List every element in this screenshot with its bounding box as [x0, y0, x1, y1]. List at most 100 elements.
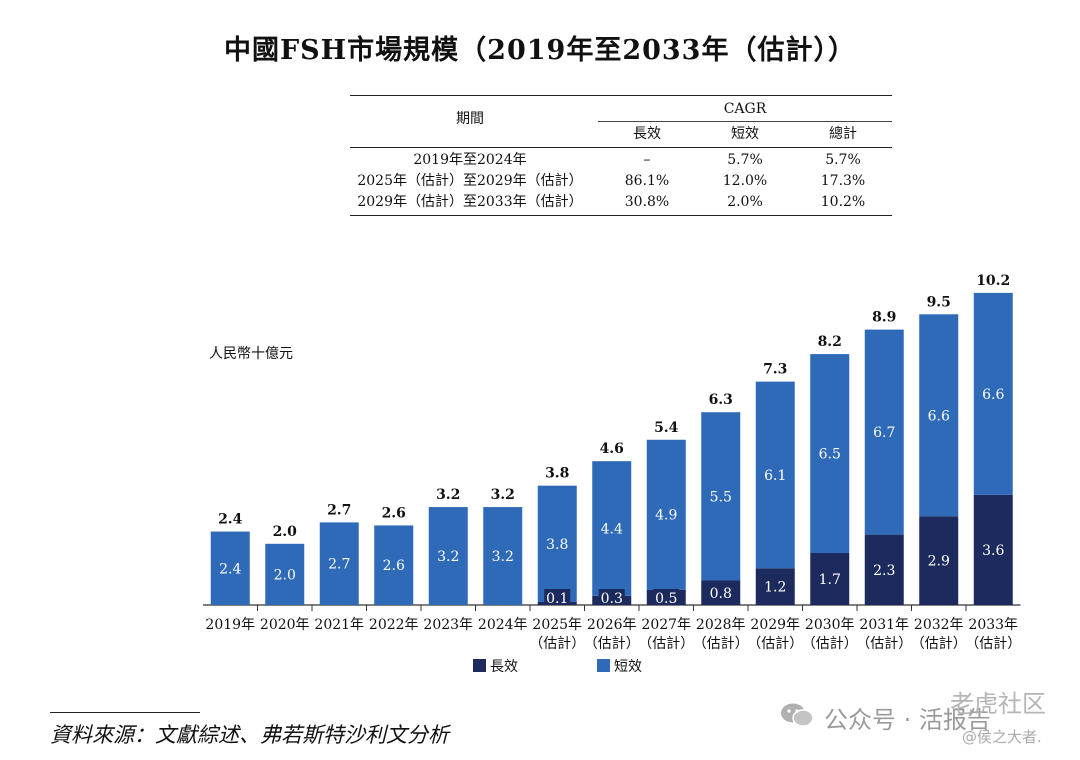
- source-divider: [50, 712, 200, 713]
- chart-title: 中國FSH市場規模（2019年至2033年（估計））: [224, 35, 856, 66]
- x-tick-label: 2025年: [532, 617, 582, 633]
- bar-segment-short: [374, 525, 414, 605]
- total-label: 2.6: [382, 505, 406, 521]
- bar-segment-short: [483, 507, 523, 605]
- data-label-short: 2.6: [383, 558, 405, 574]
- x-tick-label: 2033年: [968, 617, 1018, 633]
- data-label-short: 6.5: [819, 447, 841, 463]
- x-tick-label: 2020年: [260, 617, 310, 633]
- x-tick-label: 2019年: [205, 617, 255, 633]
- bar-segment-short: [210, 531, 250, 605]
- data-label-long: 0.5: [655, 591, 677, 607]
- bar-segment-long: [701, 580, 741, 605]
- x-tick-label: （估計）: [747, 636, 803, 652]
- wechat-icon: [781, 703, 814, 727]
- x-tick-label: 2026年: [587, 617, 637, 633]
- data-label-long: 2.9: [928, 554, 950, 570]
- data-label-long: 1.2: [764, 580, 786, 596]
- bar-segment-short: [592, 461, 632, 596]
- cagr-row-value: 17.3%: [820, 173, 866, 189]
- data-label-short: 6.6: [928, 408, 950, 424]
- watermark-sub-text: @侯之大者.: [962, 728, 1042, 746]
- watermark: 公众号 · 活报告 老虎社区 @侯之大者.: [780, 690, 1080, 750]
- x-tick-label: （估計）: [638, 636, 694, 652]
- total-label: 2.7: [327, 502, 351, 518]
- x-tick-label: 2024年: [478, 617, 528, 633]
- x-tick-label: （估計）: [802, 636, 858, 652]
- cagr-period-header: 期間: [456, 111, 484, 127]
- data-label-long: 0.8: [710, 586, 732, 602]
- bar-segment-long: [810, 552, 850, 605]
- data-label-long-bg: [653, 589, 680, 605]
- data-label-short: 6.6: [982, 387, 1004, 403]
- cagr-row-value: 12.0%: [722, 173, 768, 189]
- cagr-row-value: 5.7%: [727, 152, 763, 168]
- x-tick-label: 2021年: [314, 617, 364, 633]
- data-label-long: 0.3: [601, 591, 623, 607]
- cagr-col-long: 長效: [633, 126, 661, 142]
- x-tick-label: 2032年: [914, 617, 964, 633]
- x-tick-label: 2028年: [696, 617, 746, 633]
- bar-segment-short: [755, 381, 795, 569]
- cagr-row-period: 2029年（估計）至2033年（估計）: [357, 194, 583, 210]
- x-tick-label: （估計）: [693, 636, 749, 652]
- bar-segment-short: [428, 507, 468, 605]
- data-label-short: 4.9: [655, 508, 677, 524]
- cagr-header: CAGR: [723, 101, 767, 117]
- total-label: 4.6: [600, 441, 624, 457]
- total-label: 3.8: [545, 466, 569, 482]
- data-label-short: 2.4: [219, 561, 241, 577]
- cagr-row-value: 10.2%: [820, 194, 866, 210]
- cagr-row-value: –: [643, 152, 651, 168]
- data-label-short: 2.7: [328, 557, 350, 573]
- data-label-short: 3.8: [546, 537, 568, 553]
- data-label-short: 2.0: [274, 567, 296, 583]
- data-label-long: 2.3: [873, 563, 895, 579]
- total-label: 8.9: [872, 310, 896, 326]
- total-label: 2.4: [218, 512, 243, 528]
- bar-segment-long: [973, 494, 1013, 605]
- x-tick-label: 2027年: [641, 617, 691, 633]
- cagr-row-value: 5.7%: [825, 152, 861, 168]
- total-label: 10.2: [976, 273, 1010, 289]
- legend-swatch: [597, 659, 610, 672]
- x-tick-label: （估計）: [856, 636, 912, 652]
- bar-segment-short: [537, 485, 577, 602]
- total-label: 9.5: [927, 294, 951, 310]
- watermark-brand-text: 老虎社区: [950, 690, 1046, 718]
- cagr-row-value: 2.0%: [727, 194, 763, 210]
- bar-segment-long: [755, 568, 795, 605]
- x-tick-label: 2029年: [750, 617, 800, 633]
- x-tick-label: （估計）: [584, 636, 640, 652]
- cagr-row-value: 30.8%: [624, 194, 670, 210]
- total-label: 3.2: [491, 487, 515, 503]
- cagr-row-period: 2025年（估計）至2029年（估計）: [357, 173, 583, 189]
- cagr-row-period: 2019年至2024年: [413, 152, 527, 168]
- source-note: 資料來源：文獻綜述、弗若斯特沙利文分析: [50, 723, 449, 747]
- data-label-short: 4.4: [601, 522, 623, 538]
- total-label: 7.3: [763, 362, 787, 378]
- y-axis-label: 人民幣十億元: [209, 346, 293, 362]
- total-label: 8.2: [818, 334, 842, 350]
- cagr-row-value: 86.1%: [624, 173, 670, 189]
- data-label-short: 3.2: [492, 549, 514, 565]
- bar-segment-short: [265, 543, 305, 605]
- data-label-long: 0.1: [546, 591, 568, 607]
- legend-label: 長效: [490, 659, 518, 675]
- cagr-col-short: 短效: [731, 126, 759, 142]
- data-label-short: 3.2: [437, 549, 459, 565]
- bar-segment-short: [701, 412, 741, 581]
- bar-segment-short: [810, 354, 850, 553]
- data-label-long: 1.7: [819, 572, 841, 588]
- data-label-short: 5.5: [710, 489, 732, 505]
- data-label-long-bg: [598, 589, 625, 605]
- total-label: 6.3: [709, 392, 733, 408]
- x-tick-label: 2030年: [805, 617, 855, 633]
- watermark-main-text: 公众号 · 活报告: [824, 706, 991, 734]
- data-label-long: 3.6: [982, 543, 1004, 559]
- data-label-short: 6.7: [873, 425, 895, 441]
- data-label-short: 6.1: [764, 468, 786, 484]
- total-label: 3.2: [436, 487, 460, 503]
- x-tick-label: 2023年: [423, 617, 473, 633]
